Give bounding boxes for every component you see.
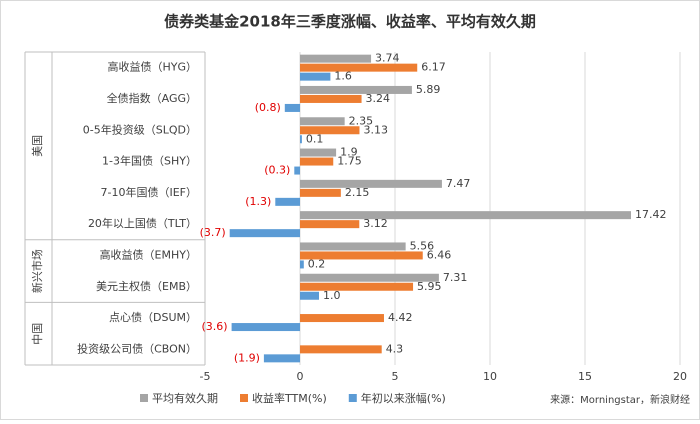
y-tick-label: 全债指数（AGG） (107, 91, 197, 105)
x-tick-label: 10 (483, 370, 497, 383)
data-label: (3.6) (202, 320, 228, 333)
bar (300, 148, 337, 157)
bar (300, 94, 362, 103)
bar (300, 63, 418, 72)
data-label: 2.35 (349, 114, 374, 127)
bar (300, 72, 331, 81)
y-tick-label: 高收益债（HYG） (107, 60, 197, 74)
data-label: 0.2 (308, 257, 326, 270)
legend-swatch (140, 394, 148, 402)
data-label: 1.6 (334, 70, 352, 83)
y-tick-label: 点心债（DSUM） (109, 310, 197, 324)
bar (300, 54, 372, 63)
data-label: (1.3) (245, 195, 271, 208)
data-label: 0.1 (306, 132, 324, 145)
y-tick-label: 投资级公司债（CBON） (77, 341, 197, 355)
y-tick-label: 7-10年国债（IEF） (101, 185, 198, 199)
bar (300, 314, 384, 323)
legend-swatch (348, 394, 357, 402)
x-tick-label: -5 (200, 370, 211, 383)
data-label: 3.12 (363, 217, 388, 230)
group-label: 中国 (31, 323, 44, 345)
group-label: 美国 (31, 135, 44, 157)
source-note: 来源：Morningstar，新浪财经 (550, 393, 690, 406)
y-tick-label: 20年以上国债（TLT） (88, 216, 197, 230)
bar (300, 135, 302, 144)
data-label: 1.9 (340, 146, 358, 159)
bar (300, 242, 406, 251)
bar (300, 345, 382, 354)
data-label: (1.9) (234, 351, 260, 364)
data-label: 1.0 (323, 289, 341, 302)
y-tick-label: 美元主权债（EMB） (96, 279, 197, 293)
bar (229, 229, 300, 238)
bar (300, 251, 423, 260)
legend-label: 平均有效久期 (152, 391, 218, 405)
y-tick-label: 0-5年投资级（SLQD） (83, 122, 197, 136)
legend-label: 年初以来涨幅(%) (361, 391, 446, 405)
data-label: 5.95 (417, 280, 442, 293)
y-tick-label: 高收益债（EMHY） (100, 247, 197, 261)
data-label: 4.42 (388, 311, 413, 324)
bar (300, 273, 439, 282)
data-label: 2.15 (345, 186, 370, 199)
bar (300, 220, 360, 229)
bar (300, 211, 631, 220)
bar (284, 103, 300, 112)
data-label: 6.17 (421, 61, 446, 74)
data-label: 1.75 (337, 155, 362, 168)
bar (300, 260, 304, 269)
legend-label: 收益率TTM(%) (252, 391, 327, 405)
data-label: 3.24 (366, 92, 391, 105)
group-label: 新兴市场 (30, 249, 44, 293)
bar (275, 197, 300, 206)
data-label: 6.46 (427, 248, 452, 261)
data-label: 5.89 (416, 83, 441, 96)
bar (300, 117, 345, 126)
data-label: 7.31 (443, 271, 468, 284)
bar (263, 354, 300, 363)
data-label: 3.74 (375, 52, 400, 65)
y-tick-label: 1-3年国债（SHY） (102, 154, 197, 168)
bar (300, 282, 414, 291)
bar (300, 85, 412, 94)
bar (300, 188, 341, 197)
bar (231, 323, 300, 332)
chart-title: 债券类基金2018年三季度涨幅、收益率、平均有效久期 (164, 13, 536, 31)
data-label: 7.47 (446, 177, 471, 190)
data-label: (0.3) (264, 164, 290, 177)
data-label: 4.3 (386, 342, 404, 355)
bar (300, 126, 360, 135)
bar (300, 157, 334, 166)
bar (294, 166, 300, 175)
data-label: 5.56 (410, 239, 435, 252)
x-tick-label: 20 (673, 370, 687, 383)
bar (300, 179, 442, 188)
data-label: (0.8) (255, 101, 281, 114)
data-label: 17.42 (635, 208, 667, 221)
x-tick-label: 5 (392, 370, 399, 383)
data-label: 3.13 (363, 123, 388, 136)
x-tick-label: 15 (578, 370, 592, 383)
data-label: (3.7) (200, 226, 226, 239)
x-tick-label: 0 (297, 370, 304, 383)
legend-swatch (240, 394, 248, 402)
bar (300, 291, 319, 300)
